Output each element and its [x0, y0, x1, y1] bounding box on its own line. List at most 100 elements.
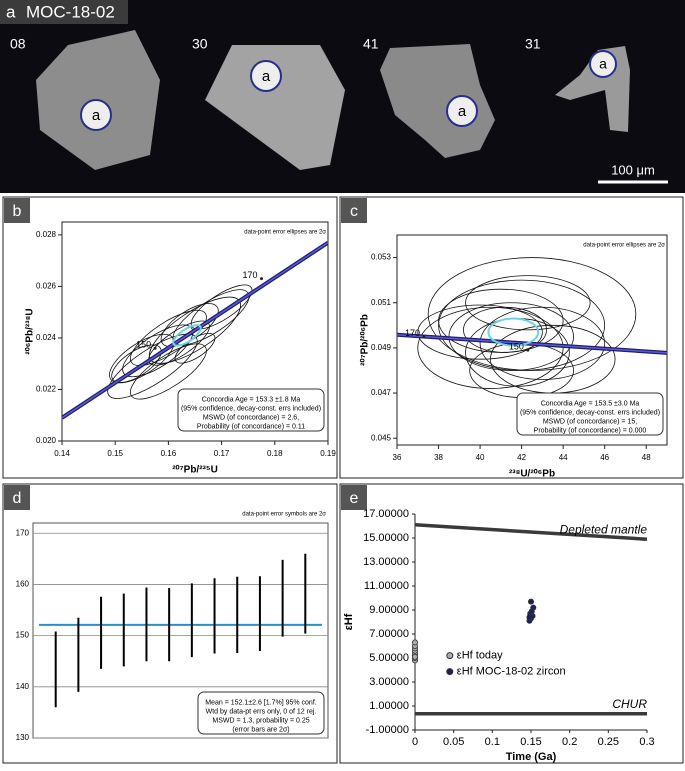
y-tick-label: 0.024	[36, 333, 57, 342]
point	[411, 639, 418, 646]
age-mark	[422, 335, 426, 339]
concordia-ellipse	[487, 317, 540, 347]
y-tick-label: 0.053	[371, 253, 392, 262]
spot-label: a	[458, 103, 467, 120]
age-mark	[153, 346, 157, 350]
note: data-point error ellipses are 2σ	[583, 243, 665, 249]
grain-id: 30	[192, 36, 208, 52]
result-text: Probability (of concordance) = 0.000	[534, 427, 647, 434]
x-tick-label: 48	[642, 453, 651, 462]
legend-label: εHf MOC-18-02 zircon	[457, 666, 566, 678]
y-axis-label: εHf	[343, 613, 355, 630]
point	[411, 653, 418, 660]
y-tick-label: 17.00000	[363, 508, 409, 520]
y-tick-label: 0.047	[371, 388, 392, 397]
legend-marker	[446, 668, 454, 676]
y-tick-label: 5.00000	[369, 652, 409, 664]
line-label: CHUR	[612, 697, 647, 711]
error-ellipse	[130, 309, 207, 366]
y-tick-label: 0.026	[36, 282, 57, 291]
spot	[589, 50, 617, 78]
zircon-grain	[205, 45, 345, 170]
y-tick-label: 15.00000	[363, 532, 409, 544]
y-tick-label: 0.022	[36, 385, 57, 394]
error-ellipse	[417, 304, 543, 360]
result-text: Concordia Age = 153.3 ±1.8 Ma	[202, 396, 301, 403]
y-tick-label: 7.00000	[369, 628, 409, 640]
error-ellipse	[479, 306, 606, 380]
grain-id: 08	[10, 36, 26, 52]
x-axis-label: Time (Ga)	[506, 751, 557, 763]
x-tick-label: 0.25	[598, 736, 619, 748]
note: data-point error symbols are 2σ	[242, 512, 326, 518]
result-text: (95% confidence, decay-const. errs inclu…	[181, 405, 321, 412]
grain-id: 31	[525, 36, 541, 52]
panel-e: e -1.00000 1.00000 3.00000 5.00000 7.00000 9.0…	[339, 483, 684, 764]
result-text: (95% confidence, decay-const. errs inclu…	[520, 409, 660, 416]
x-tick-label: 0.15	[107, 449, 123, 458]
result-text: Concordia Age = 153.5 ±3.0 Ma	[541, 400, 640, 407]
y-tick-label: 170	[16, 528, 30, 537]
result-text: MSWD (of concordance) = 2.6,	[203, 414, 299, 421]
y-tick-label: 140	[16, 682, 30, 691]
x-axis-label: ²³⁸U/²⁰⁶Pb	[509, 469, 555, 480]
panel-label-box	[4, 485, 30, 510]
panel-c: c 36 38 40 42 44 46 48 0.045 0.047 0.049 0.051 0.053…	[339, 196, 684, 480]
result-box	[177, 388, 325, 432]
legend-label: εHf today	[457, 650, 503, 662]
point	[530, 604, 537, 611]
y-tick-label: 0.045	[371, 433, 392, 442]
panel-label-box	[341, 485, 367, 510]
spot	[250, 60, 282, 92]
point	[526, 614, 533, 621]
panel-frame	[339, 196, 684, 479]
x-tick-label: 0.3	[639, 736, 654, 748]
y-tick-label: 160	[16, 580, 30, 589]
x-tick-label: 42	[517, 453, 526, 462]
point	[528, 598, 535, 605]
x-tick-label: 0.18	[267, 449, 283, 458]
panel-b: b 0.14 0.15 0.16 0.17 0.18 0.19 0.020 0.022 0.024…	[2, 196, 338, 479]
plot-frame	[61, 221, 329, 442]
spot	[80, 99, 112, 131]
x-tick-label: 44	[559, 453, 568, 462]
x-tick-label: 40	[476, 453, 485, 462]
result-text: MSWD = 1.3, probability = 0.25	[212, 717, 309, 724]
y-tick-label: -1.00000	[366, 724, 409, 736]
result-text: (error bars are 2σ)	[232, 726, 289, 733]
age-label: 170	[405, 328, 420, 338]
x-tick-label: 0.19	[320, 449, 336, 458]
y-tick-label: 130	[16, 733, 30, 742]
result-box	[197, 691, 325, 735]
y-tick-label: 0.051	[371, 298, 392, 307]
x-tick-label: 38	[434, 453, 443, 462]
x-tick-label: 0.16	[161, 449, 177, 458]
error-ellipse	[111, 344, 162, 383]
age-label: 150	[509, 342, 524, 352]
panel-label-box	[4, 198, 30, 223]
error-ellipse	[122, 324, 194, 378]
x-tick-label: 0.2	[562, 736, 577, 748]
panel-a: a MOC-18-02 08 30 41 31 a a a a 100 μm	[0, 0, 685, 193]
x-tick-label: 0	[412, 736, 418, 748]
sample-name: MOC-18-02	[26, 2, 115, 21]
line-label: Depleted mantle	[560, 522, 648, 536]
spot-label: a	[92, 107, 101, 124]
panel-label: c	[350, 203, 358, 220]
y-tick-label: 0.020	[36, 436, 57, 445]
y-axis-label: ²⁰⁶Pb/²³⁸U	[25, 308, 36, 354]
x-tick-label: 0.05	[443, 736, 464, 748]
result-box	[516, 392, 664, 436]
legend-marker	[446, 652, 454, 660]
panel-label: b	[13, 203, 22, 220]
age-mark	[260, 277, 263, 281]
x-tick-label: 0.14	[54, 449, 70, 458]
x-tick-label: 0.1	[485, 736, 500, 748]
age-label: 170	[242, 270, 257, 280]
y-axis-label: ²⁰⁷Pb/²⁰⁶Pb	[360, 314, 371, 366]
reference-line	[414, 523, 648, 541]
y-tick-label: 11.00000	[364, 580, 409, 592]
x-tick-label: 0.17	[214, 449, 230, 458]
concordia-curve	[62, 241, 328, 419]
y-tick-label: 13.00000	[363, 556, 409, 568]
